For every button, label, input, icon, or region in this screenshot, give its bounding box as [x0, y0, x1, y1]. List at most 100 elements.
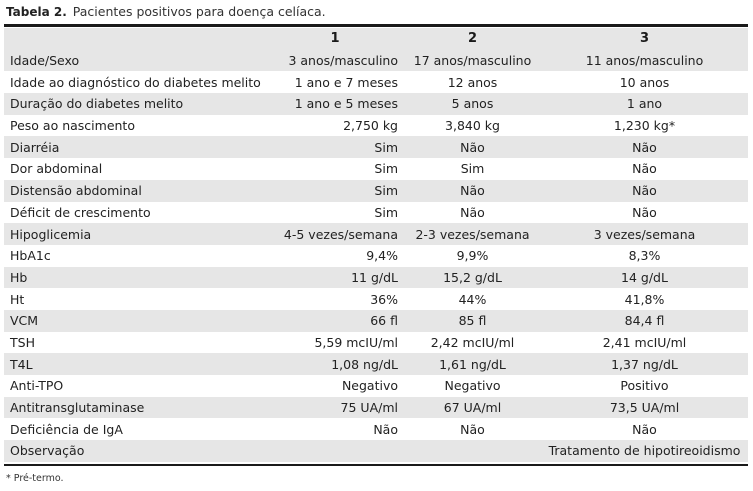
table-row: Duração do diabetes melito 1 ano e 5 mese…	[4, 93, 748, 115]
patient-1-value: 3 anos/masculino	[266, 49, 404, 72]
table-row: VCM 66 fl 85 fl 84,4 fl	[4, 309, 748, 332]
patient-3-value: 10 anos	[619, 74, 670, 90]
row-label: Hipoglicemia	[4, 223, 266, 245]
table-row: Ht 36% 44% 41,8%	[4, 288, 748, 310]
table-row: Deficiência de IgA Não Não Não	[4, 418, 748, 440]
patient-1-value: 1 ano e 7 meses	[294, 74, 398, 90]
row-label: Deficiência de IgA	[10, 421, 123, 437]
table-row: T4L 1,08 ng/dL 1,61 ng/dL 1,37 ng/dL	[4, 353, 748, 375]
patient-2-value: 1,61 ng/dL	[404, 353, 541, 375]
patient-2-value: 85 fl	[404, 309, 541, 332]
patient-3-value: 3 vezes/semana	[541, 223, 748, 245]
table-caption: Tabela 2. Pacientes positivos para doença…	[6, 3, 326, 21]
patient-1-value: 75 UA/ml	[266, 396, 404, 419]
table-row: TSH 5,59 mcIU/ml 2,42 mcIU/ml 2,41 mcIU/ml	[4, 332, 748, 354]
patient-1-value: Negativo	[341, 378, 398, 394]
patient-2-value: Não	[460, 421, 485, 437]
row-label: Hb	[4, 266, 266, 289]
header-cell-patient-1: 1	[266, 28, 404, 50]
patient-2-value: 12 anos	[447, 74, 498, 90]
header-cell-patient-3: 3	[541, 28, 748, 50]
row-label: Déficit de crescimento	[10, 204, 151, 220]
patient-3-value: 11 anos/masculino	[541, 49, 748, 72]
patient-2-value: 17 anos/masculino	[404, 49, 541, 72]
patient-2-value: 44%	[458, 291, 487, 307]
patient-2-value: Não	[460, 204, 485, 220]
patients-table: 1 2 3 Idade/Sexo 3 anos/masculino 17 anos/…	[4, 28, 748, 462]
patient-2-value: 3,840 kg	[445, 118, 500, 134]
patient-2-value: 9,9%	[456, 248, 489, 264]
row-label: T4L	[4, 353, 266, 375]
patient-3-value: Tratamento de hipotireoidismo	[541, 440, 748, 462]
patient-1-value: 11 g/dL	[266, 266, 404, 289]
table-row: Hb 11 g/dL 15,2 g/dL 14 g/dL	[4, 266, 748, 289]
patient-3-value: 1 ano	[541, 93, 748, 115]
row-label: Anti-TPO	[10, 378, 64, 394]
patient-2-value: 67 UA/ml	[404, 396, 541, 419]
row-label: Idade ao diagnóstico do diabetes melito	[10, 74, 261, 90]
patient-3-value: 1,37 ng/dL	[541, 353, 748, 375]
table-row: Déficit de crescimento Sim Não Não	[4, 202, 748, 224]
patient-3-value: 73,5 UA/ml	[541, 396, 748, 419]
table-row: Anti-TPO Negativo Negativo Positivo	[4, 375, 748, 397]
row-label: Distensão abdominal	[4, 179, 266, 202]
header-cell-empty	[4, 28, 266, 50]
table-row: Idade ao diagnóstico do diabetes melito 1…	[4, 71, 748, 93]
patient-3-value: Positivo	[620, 378, 669, 394]
row-label: Diarréia	[4, 136, 266, 159]
patient-1-value	[266, 440, 404, 462]
patient-1-value: 4-5 vezes/semana	[266, 223, 404, 245]
table-row: Distensão abdominal Sim Não Não	[4, 179, 748, 202]
row-label: Observação	[4, 440, 266, 462]
patient-1-value: 9,4%	[366, 248, 398, 264]
table-title: Pacientes positivos para doença celíaca.	[72, 4, 326, 19]
patient-2-value: 2,42 mcIU/ml	[430, 334, 515, 350]
patient-1-value: 36%	[370, 291, 398, 307]
table-row: Antitransglutaminase 75 UA/ml 67 UA/ml 73,5…	[4, 396, 748, 419]
table-row: Dor abdominal Sim Sim Não	[4, 158, 748, 180]
patient-2-value: Não	[404, 136, 541, 159]
patient-3-value: Não	[541, 136, 748, 159]
patient-2-value: Não	[404, 179, 541, 202]
patient-1-value: Não	[373, 421, 398, 437]
patient-1-value: 1 ano e 5 meses	[266, 93, 404, 115]
patient-1-value: 1,08 ng/dL	[266, 353, 404, 375]
patient-2-value: 15,2 g/dL	[404, 266, 541, 289]
patient-3-value: 2,41 mcIU/ml	[602, 334, 687, 350]
row-label: Dor abdominal	[10, 161, 103, 177]
patient-3-value: 8,3%	[628, 248, 661, 264]
table-body: Idade/Sexo 3 anos/masculino 17 anos/mascul…	[4, 49, 748, 462]
patient-1-value: 2,750 kg	[343, 118, 398, 134]
table-row: Observação Tratamento de hipotireoidismo	[4, 440, 748, 462]
table-row: Idade/Sexo 3 anos/masculino 17 anos/mascul…	[4, 49, 748, 72]
row-label: Duração do diabetes melito	[4, 93, 266, 115]
patient-1-value: Sim	[266, 136, 404, 159]
patient-3-value: Não	[632, 204, 657, 220]
patient-2-value	[404, 440, 541, 462]
row-label: Idade/Sexo	[4, 49, 266, 72]
table-row: Diarréia Sim Não Não	[4, 136, 748, 159]
row-label: Ht	[10, 291, 25, 307]
table-row: Hipoglicemia 4-5 vezes/semana 2-3 vezes/se…	[4, 223, 748, 245]
patient-2-value: Sim	[460, 161, 485, 177]
patient-3-value: Não	[541, 179, 748, 202]
patient-1-value: 66 fl	[266, 309, 404, 332]
row-label: Antitransglutaminase	[4, 396, 266, 419]
patient-3-value: 1,230 kg*	[613, 118, 676, 134]
patient-3-value: Não	[632, 161, 657, 177]
table-row: Peso ao nascimento 2,750 kg 3,840 kg 1,230 …	[4, 115, 748, 137]
table-row: HbA1c 9,4% 9,9% 8,3%	[4, 245, 748, 267]
patient-3-value: Não	[632, 421, 657, 437]
footnote: * Pré-termo.	[6, 473, 64, 484]
table-number-label: Tabela 2.	[6, 5, 67, 19]
top-rule	[4, 24, 748, 27]
bottom-rule	[4, 464, 748, 466]
patient-2-value: Negativo	[444, 378, 501, 394]
patient-2-value: 5 anos	[404, 93, 541, 115]
patient-1-value: 5,59 mcIU/ml	[314, 334, 398, 350]
header-row: 1 2 3	[4, 28, 748, 50]
patient-1-value: Sim	[266, 179, 404, 202]
header-cell-patient-2: 2	[404, 28, 541, 50]
patient-1-value: Sim	[374, 204, 398, 220]
row-label: TSH	[10, 334, 35, 350]
